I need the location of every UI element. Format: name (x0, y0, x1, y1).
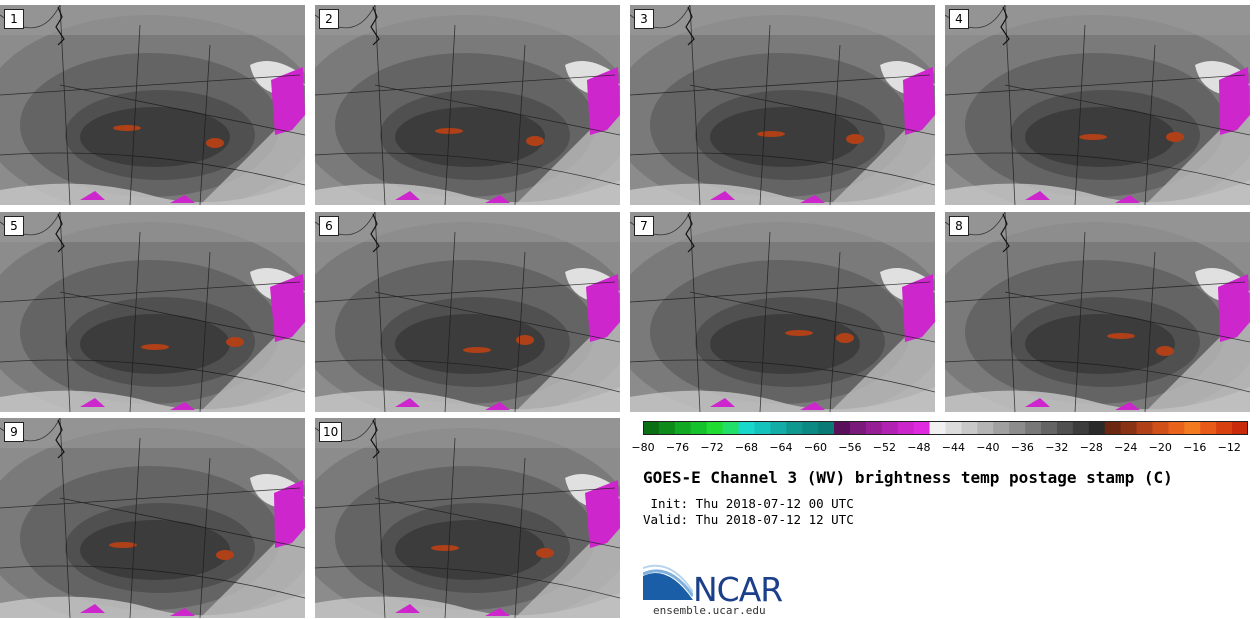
colorbar-tick-label: −80 (631, 441, 655, 454)
colorbar-swatch (1184, 421, 1201, 435)
member-panel-6: 6 (315, 212, 620, 412)
member-panel-4: 4 (945, 5, 1250, 205)
colorbar-swatch (834, 421, 851, 435)
water-vapor-map (630, 212, 935, 412)
member-panel-10: 10 (315, 418, 620, 618)
ncar-logo-text: NCAR (693, 570, 783, 609)
colorbar-swatch (1009, 421, 1026, 435)
colorbar-swatch (961, 421, 978, 435)
panel-label: 4 (949, 9, 969, 29)
colorbar-swatch (1152, 421, 1169, 435)
colorbar-swatch (1072, 421, 1090, 435)
panel-label: 8 (949, 216, 969, 236)
panel-label: 5 (4, 216, 24, 236)
water-vapor-map (0, 212, 305, 412)
init-time: Init: Thu 2018-07-12 00 UTC (643, 496, 854, 511)
colorbar-swatch (1088, 421, 1106, 435)
colorbar-swatch (897, 421, 915, 435)
water-vapor-map (315, 418, 620, 618)
colorbar-swatch (945, 421, 962, 435)
colorbar-swatch (993, 421, 1010, 435)
water-vapor-map (945, 212, 1250, 412)
panel-label: 10 (319, 422, 343, 442)
colorbar-swatch (1120, 421, 1138, 435)
panel-label: 2 (319, 9, 339, 29)
member-panel-9: 9 (0, 418, 305, 618)
chart-title: GOES-E Channel 3 (WV) brightness temp po… (643, 468, 1173, 487)
member-panel-5: 5 (0, 212, 305, 412)
colorbar-swatch (1232, 421, 1248, 435)
colorbar-tick-label: −76 (665, 441, 690, 454)
member-panel-1: 1 (0, 5, 305, 205)
member-panel-2: 2 (315, 5, 620, 205)
water-vapor-map (630, 5, 935, 205)
colorbar-swatch (849, 421, 867, 435)
panel-label: 6 (319, 216, 339, 236)
colorbar-tick-label: −20 (1148, 441, 1172, 454)
colorbar-swatch (658, 421, 676, 435)
colorbar-swatch (674, 421, 692, 435)
colorbar-swatch (690, 421, 708, 435)
colorbar-swatch (913, 421, 931, 435)
colorbar-swatch (1041, 421, 1058, 435)
colorbar-swatch (929, 421, 946, 435)
colorbar-swatch (1136, 421, 1153, 435)
colorbar (643, 421, 1248, 435)
colorbar-swatch (818, 421, 835, 435)
water-vapor-map (315, 212, 620, 412)
colorbar-swatch (1025, 421, 1042, 435)
colorbar-swatch (722, 421, 740, 435)
valid-time: Valid: Thu 2018-07-12 12 UTC (643, 512, 854, 527)
water-vapor-map (0, 418, 305, 618)
colorbar-tick-label: −16 (1183, 441, 1207, 454)
member-panel-3: 3 (630, 5, 935, 205)
colorbar-tick-label: −12 (1217, 441, 1241, 454)
colorbar-tick-label: −36 (1010, 441, 1034, 454)
colorbar-swatch (802, 421, 819, 435)
colorbar-swatch (1168, 421, 1185, 435)
site-url: ensemble.ucar.edu (653, 604, 766, 617)
colorbar-tick-label: −28 (1079, 441, 1103, 454)
colorbar-swatch (643, 421, 660, 435)
colorbar-tick-label: −72 (700, 441, 724, 454)
colorbar-swatch (754, 421, 771, 435)
panel-label: 1 (4, 9, 24, 29)
colorbar-tick-label: −24 (1114, 441, 1138, 454)
colorbar-swatch (786, 421, 803, 435)
water-vapor-map (945, 5, 1250, 205)
colorbar-swatch (1200, 421, 1217, 435)
water-vapor-map (315, 5, 620, 205)
colorbar-tick-label: −68 (734, 441, 759, 454)
colorbar-swatch (865, 421, 883, 435)
colorbar-tick-label: −60 (803, 441, 828, 454)
member-panel-8: 8 (945, 212, 1250, 412)
colorbar-swatch (1216, 421, 1233, 435)
colorbar-tick-label: −64 (769, 441, 793, 454)
colorbar-swatch (1056, 421, 1074, 435)
colorbar-swatch (770, 421, 787, 435)
ncar-logo-icon (643, 564, 693, 600)
colorbar-tick-label: −44 (941, 441, 965, 454)
colorbar-tick-label: −40 (976, 441, 1000, 454)
colorbar-tick-label: −32 (1045, 441, 1069, 454)
panel-label: 7 (634, 216, 654, 236)
colorbar-swatch (977, 421, 994, 435)
colorbar-tick-label: −48 (907, 441, 931, 454)
colorbar-swatch (738, 421, 755, 435)
colorbar-swatch (706, 421, 724, 435)
panel-label: 3 (634, 9, 654, 29)
member-panel-7: 7 (630, 212, 935, 412)
colorbar-tick-label: −52 (872, 441, 896, 454)
colorbar-swatch (881, 421, 899, 435)
colorbar-tick-label: −56 (838, 441, 862, 454)
colorbar-swatch (1104, 421, 1122, 435)
water-vapor-map (0, 5, 305, 205)
panel-label: 9 (4, 422, 24, 442)
